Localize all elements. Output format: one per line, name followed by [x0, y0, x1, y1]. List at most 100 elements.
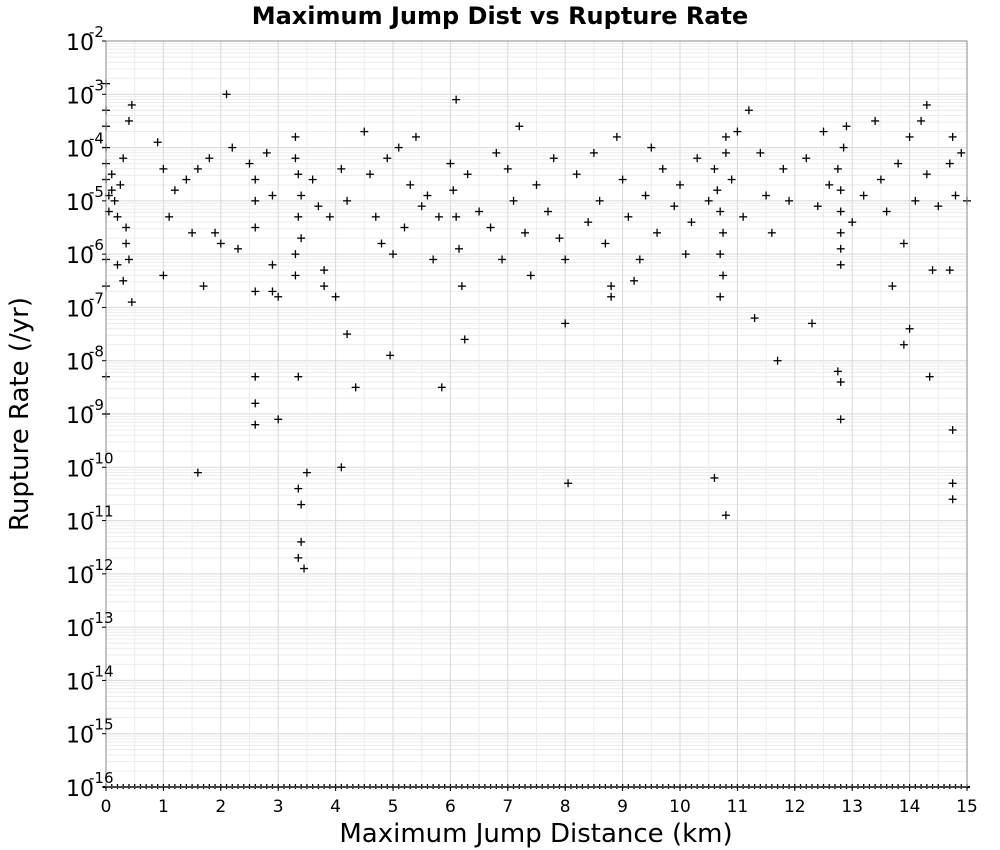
- data-point: [251, 223, 260, 232]
- data-point: [836, 228, 845, 237]
- data-point: [882, 207, 891, 216]
- data-point: [716, 250, 725, 259]
- data-point: [193, 164, 202, 173]
- data-point: [351, 383, 360, 392]
- data-point: [549, 154, 558, 163]
- data-point: [836, 415, 845, 424]
- data-point: [343, 196, 352, 205]
- data-point: [331, 292, 340, 301]
- y-tick-exponent: -15: [89, 716, 114, 734]
- data-point: [127, 298, 136, 307]
- y-tick-exponent: -9: [89, 396, 104, 414]
- y-tick-exponent: -3: [89, 76, 104, 94]
- data-point: [406, 180, 415, 189]
- y-tick-base: 10: [66, 244, 94, 269]
- data-point: [612, 132, 621, 141]
- data-point: [308, 175, 317, 184]
- data-point: [543, 207, 552, 216]
- data-point: [721, 132, 730, 141]
- data-point: [532, 180, 541, 189]
- data-point: [905, 324, 914, 333]
- x-tick-label: 0: [101, 797, 112, 817]
- data-point: [337, 463, 346, 472]
- y-tick-base: 10: [66, 138, 94, 163]
- data-point: [899, 340, 908, 349]
- y-tick-base: 10: [66, 31, 94, 56]
- data-point: [767, 228, 776, 237]
- x-tick-label: 2: [215, 797, 226, 817]
- data-point: [182, 175, 191, 184]
- data-point: [300, 564, 309, 573]
- y-tick-base: 10: [66, 511, 94, 536]
- data-point: [228, 143, 237, 152]
- y-tick-base: 10: [66, 457, 94, 482]
- data-point: [836, 378, 845, 387]
- data-point: [641, 191, 650, 200]
- data-point: [773, 356, 782, 365]
- data-point: [922, 170, 931, 179]
- data-point: [928, 266, 937, 275]
- data-point: [446, 159, 455, 168]
- y-tick-exponent: -2: [89, 23, 104, 41]
- x-tick-label: 5: [388, 797, 399, 817]
- data-point: [647, 143, 656, 152]
- data-point: [922, 100, 931, 109]
- data-point: [302, 468, 311, 477]
- y-tick-exponent: -12: [89, 556, 114, 574]
- data-point: [434, 212, 443, 221]
- data-point: [719, 271, 728, 280]
- data-point: [911, 196, 920, 205]
- data-point: [572, 170, 581, 179]
- data-point: [492, 148, 501, 157]
- data-point: [400, 223, 409, 232]
- data-point: [876, 175, 885, 184]
- x-tick-label: 3: [273, 797, 284, 817]
- data-point: [119, 276, 128, 285]
- y-axis-label: Rupture Rate (/yr): [5, 297, 35, 531]
- data-point: [836, 260, 845, 269]
- x-tick-label: 6: [445, 797, 456, 817]
- chart-title: Maximum Jump Dist vs Rupture Rate: [252, 2, 749, 30]
- data-point: [294, 372, 303, 381]
- data-point: [498, 255, 507, 264]
- data-point: [320, 266, 329, 275]
- data-point: [222, 90, 231, 99]
- data-point: [526, 271, 535, 280]
- data-point: [710, 473, 719, 482]
- data-point: [188, 228, 197, 237]
- grid: [105, 41, 968, 788]
- data-point: [739, 212, 748, 221]
- data-point: [601, 239, 610, 248]
- y-tick-exponent: -10: [89, 449, 114, 467]
- data-point: [320, 282, 329, 291]
- data-point: [251, 372, 260, 381]
- data-point: [727, 175, 736, 184]
- data-point: [716, 207, 725, 216]
- data-point: [957, 148, 966, 157]
- data-point: [159, 164, 168, 173]
- data-point: [294, 212, 303, 221]
- data-point: [452, 95, 461, 104]
- data-point: [165, 212, 174, 221]
- data-point: [245, 159, 254, 168]
- data-point: [343, 330, 352, 339]
- data-point: [813, 202, 822, 211]
- data-point: [251, 399, 260, 408]
- data-point: [371, 212, 380, 221]
- y-tick-exponent: -4: [89, 130, 104, 148]
- data-point: [808, 319, 817, 328]
- data-point: [325, 212, 334, 221]
- data-point: [888, 282, 897, 291]
- data-point: [719, 228, 728, 237]
- data-point: [455, 244, 464, 253]
- data-point: [945, 266, 954, 275]
- y-tick-base: 10: [66, 297, 94, 322]
- data-point: [234, 244, 243, 253]
- data-point: [297, 191, 306, 200]
- data-point: [721, 511, 730, 520]
- y-tick-exponent: -16: [89, 769, 114, 787]
- data-point: [291, 132, 300, 141]
- x-tick-label: 7: [502, 797, 513, 817]
- data-point: [917, 116, 926, 125]
- data-point: [756, 148, 765, 157]
